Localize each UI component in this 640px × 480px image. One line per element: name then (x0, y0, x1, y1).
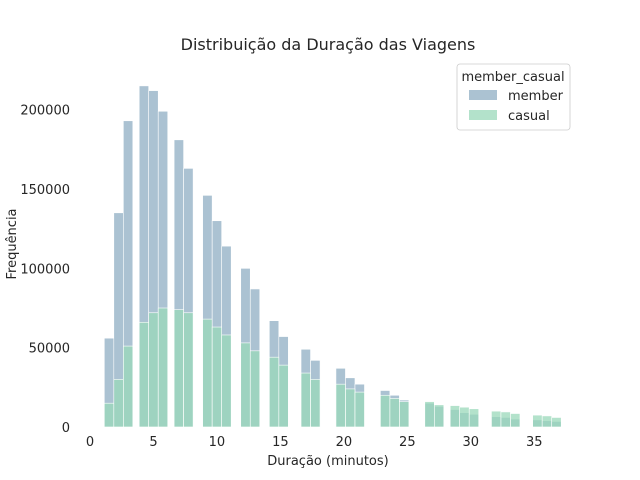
bar-casual-12 (249, 350, 261, 428)
x-tick-label: 10 (209, 435, 226, 450)
bar-casual-6 (173, 309, 184, 428)
y-axis-ticks: 0 50000 100000 150000 200000 (20, 104, 70, 436)
x-tick-label: 35 (526, 435, 543, 450)
bar-casual-8 (202, 318, 213, 428)
x-tick-label: 15 (272, 435, 289, 450)
bar-casual-22 (399, 401, 410, 428)
bar-casual-26 (459, 406, 470, 428)
x-tick-label: 20 (336, 435, 353, 450)
bar-casual-11 (240, 342, 251, 428)
legend-swatch-member (469, 90, 497, 100)
y-tick-label: 50000 (29, 342, 70, 357)
bar-casual-24 (434, 404, 445, 428)
bar-casual-27 (468, 408, 480, 428)
bar-casual-7 (183, 312, 194, 428)
bar-casual-33 (551, 417, 562, 428)
bar-casual-32 (541, 415, 553, 428)
bar-casual-5 (157, 307, 169, 428)
bar-casual-29 (500, 411, 511, 428)
bar-casual-9 (211, 326, 222, 428)
bar-casual-20 (380, 394, 391, 428)
y-tick-label: 200000 (20, 104, 70, 119)
bar-casual-23 (424, 401, 435, 428)
x-tick-label: 5 (149, 435, 157, 450)
legend-title: member_casual (461, 70, 564, 85)
x-tick-label: 0 (86, 435, 94, 450)
bar-casual-28 (491, 410, 502, 428)
bar-casual-3 (138, 321, 150, 428)
bar-casual-13 (268, 356, 280, 428)
legend: member_casual member casual (456, 63, 571, 131)
legend-label-member: member (508, 89, 564, 104)
bar-casual-1 (113, 379, 124, 428)
bar-casual-14 (278, 364, 289, 428)
y-axis-label: Frequência (5, 208, 20, 279)
bar-casual-31 (532, 414, 543, 428)
x-axis-label: Duração (minutos) (267, 454, 388, 469)
bar-casual-4 (148, 312, 159, 428)
bar-casual-15 (300, 372, 311, 428)
chart-title: Distribuição da Duração das Viagens (181, 35, 476, 54)
y-tick-label: 0 (62, 421, 70, 436)
x-tick-label: 30 (463, 435, 480, 450)
x-axis-ticks: 0 5 10 15 20 25 30 35 (86, 435, 543, 450)
bar-casual-25 (449, 405, 460, 428)
legend-label-casual: casual (508, 109, 550, 124)
bar-casual-10 (221, 334, 232, 428)
bar-casual-18 (345, 388, 356, 428)
legend-swatch-casual (469, 110, 497, 120)
bar-casual-30 (510, 413, 521, 428)
y-tick-label: 150000 (20, 183, 70, 198)
bar-casual-17 (335, 383, 346, 428)
x-tick-label: 25 (399, 435, 416, 450)
bar-casual-2 (123, 345, 134, 428)
bar-casual-0 (103, 402, 115, 428)
bars-layer (103, 85, 562, 428)
y-tick-label: 100000 (20, 262, 70, 277)
bar-casual-19 (354, 391, 365, 428)
bar-casual-16 (310, 379, 321, 428)
bar-casual-21 (389, 398, 400, 428)
